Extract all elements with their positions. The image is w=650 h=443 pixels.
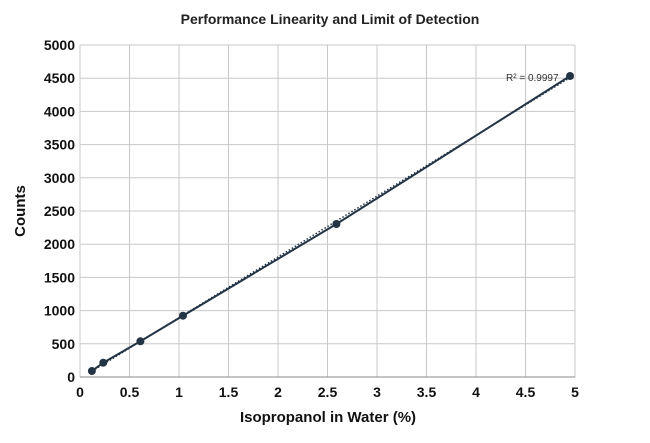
y-tick-label: 4500 <box>44 70 75 86</box>
data-point <box>178 311 187 320</box>
grid <box>79 44 576 378</box>
x-axis-label: Isopropanol in Water (%) <box>240 409 416 426</box>
y-tick-label: 3500 <box>44 137 75 153</box>
y-tick-label: 500 <box>52 336 76 352</box>
y-tick-label: 4000 <box>44 103 75 119</box>
x-tick-label: 1 <box>175 384 183 400</box>
x-tick-label: 1.5 <box>219 384 239 400</box>
data-point <box>87 367 96 376</box>
x-tick-label: 3.5 <box>417 384 437 400</box>
x-tick-label: 4 <box>472 384 480 400</box>
y-tick-label: 0 <box>67 369 75 385</box>
data-point <box>332 220 341 229</box>
x-tick-label: 0 <box>76 384 84 400</box>
y-axis-label: Counts <box>12 185 29 237</box>
data-marks <box>87 72 575 376</box>
y-tick-label: 1000 <box>44 303 75 319</box>
x-tick-label: 3 <box>373 384 381 400</box>
data-point <box>566 72 575 81</box>
y-tick-label: 2500 <box>44 203 75 219</box>
x-tick-label: 2 <box>274 384 282 400</box>
y-tick-label: 3000 <box>44 170 75 186</box>
chart-title: Performance Linearity and Limit of Detec… <box>181 11 480 27</box>
x-tick-label: 2.5 <box>318 384 338 400</box>
y-tick-labels: 0 500 1000 1500 2000 2500 3000 3500 4000 4500 5000 <box>44 37 75 385</box>
x-tick-label: 4.5 <box>516 384 536 400</box>
y-tick-label: 5000 <box>44 37 75 53</box>
data-point <box>99 358 108 367</box>
x-tick-label: 5 <box>571 384 579 400</box>
y-tick-label: 2000 <box>44 236 75 252</box>
data-point <box>136 337 145 346</box>
r-squared-annotation: R² = 0.9997 <box>506 73 559 84</box>
x-tick-label: 0.5 <box>120 384 140 400</box>
x-tick-labels: 0 0.5 1 1.5 2 2.5 3 3.5 4 4.5 5 <box>76 384 579 400</box>
y-tick-label: 1500 <box>44 269 75 285</box>
trendline <box>91 76 571 372</box>
